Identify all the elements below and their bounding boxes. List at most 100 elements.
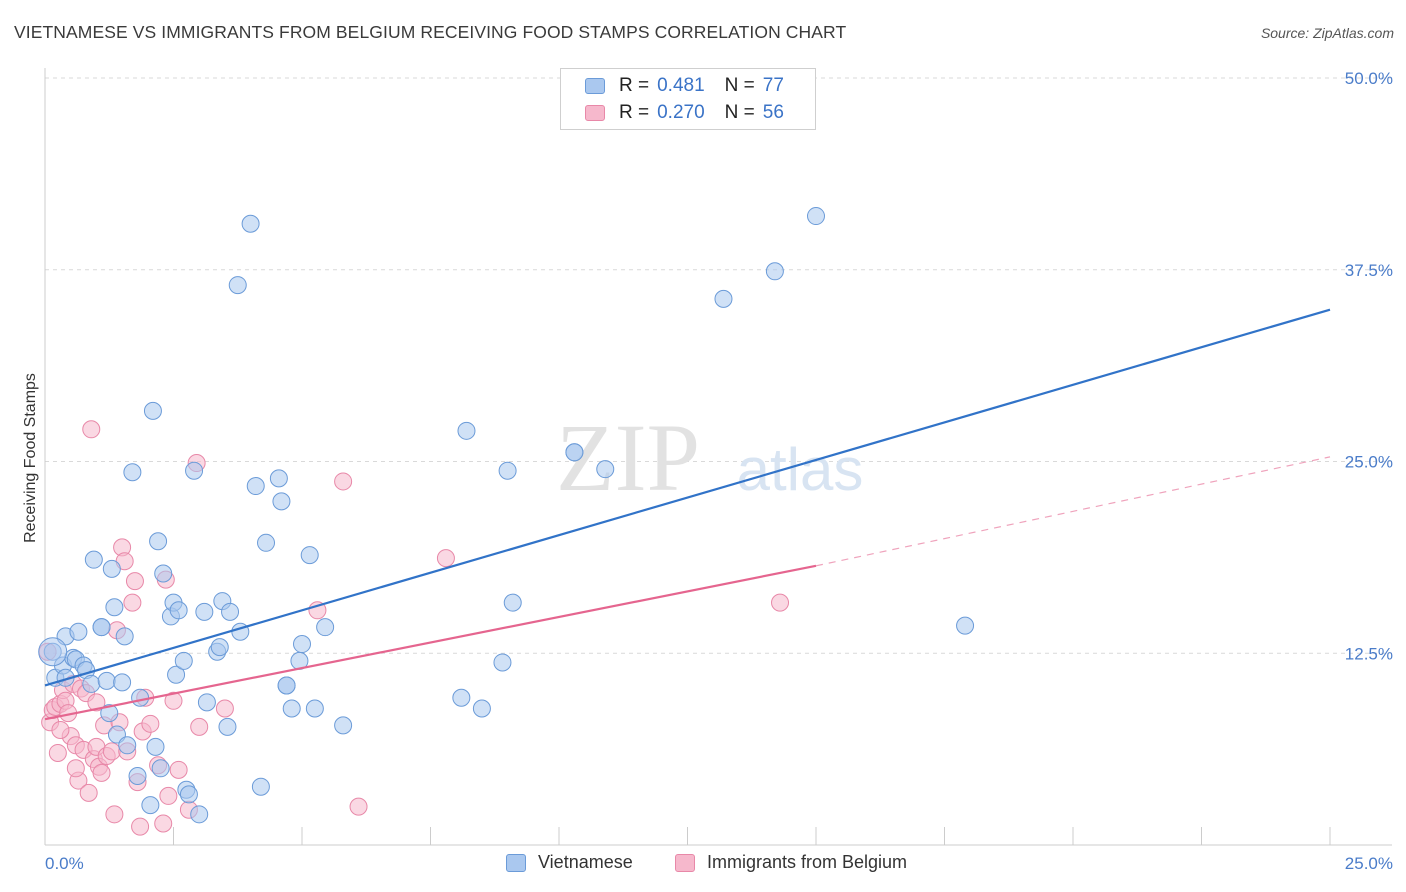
legend-row-belgium: R = 0.270 N = 56: [585, 100, 784, 126]
vietnamese-point: [300, 546, 319, 565]
legend-n-value: 56: [762, 102, 784, 123]
belgium-point: [79, 783, 98, 802]
x-tick-label: 0.0%: [45, 854, 84, 873]
y-tick-label: 12.5%: [1345, 644, 1393, 663]
vietnamese-point: [151, 759, 170, 778]
vietnamese-point: [277, 676, 296, 695]
legend: R = 0.481 N = 77 R = 0.270 N = 56: [560, 68, 816, 130]
vietnamese-point: [115, 627, 134, 646]
trend-lines: [44, 308, 1331, 721]
legend-r-value: 0.270: [657, 102, 705, 123]
bottom-legend-swatch-pink: [675, 853, 695, 872]
vietnamese-point: [118, 736, 137, 755]
vietnamese-point: [228, 276, 247, 295]
vietnamese-point: [714, 289, 733, 308]
vietnamese-point: [452, 688, 471, 707]
vietnamese-point-large: [38, 637, 68, 667]
belgium-point: [66, 759, 85, 778]
vietnamese-point: [113, 673, 132, 692]
vietnamese-point: [503, 593, 522, 612]
vietnamese-point: [251, 777, 270, 796]
belgium-point: [48, 743, 67, 762]
grid: [45, 77, 1392, 654]
vietnamese-point: [305, 699, 324, 718]
axes: [44, 68, 1392, 846]
vietnamese-point: [82, 674, 101, 693]
vietnamese-point: [123, 463, 142, 482]
legend-n-label: N =: [724, 75, 755, 96]
vietnamese-point: [282, 699, 301, 718]
watermark-atlas: atlas: [737, 436, 864, 503]
vietnamese-point: [272, 492, 291, 511]
belgium-point: [334, 472, 353, 491]
legend-n-value: 77: [762, 75, 784, 96]
vietnamese-point: [179, 785, 198, 804]
legend-swatch-pink: [585, 105, 605, 121]
vietnamese-point: [149, 532, 168, 551]
vietnamese-point: [221, 602, 240, 621]
vietnamese-point: [169, 601, 188, 620]
vietnamese-point: [765, 262, 784, 281]
vietnamese-point: [102, 559, 121, 578]
vietnamese-point: [218, 717, 237, 736]
vietnamese-point: [956, 616, 975, 635]
vietnamese-point: [100, 704, 119, 723]
legend-row-vietnamese: R = 0.481 N = 77: [585, 73, 784, 99]
y-tick-label: 37.5%: [1345, 261, 1393, 280]
bottom-legend-belgium: Immigrants from Belgium: [675, 852, 907, 873]
series-vietnamese-points: [38, 207, 975, 824]
vietnamese-point: [97, 671, 116, 690]
vietnamese-point: [69, 622, 88, 641]
watermark: ZIP atlas: [556, 404, 863, 511]
vietnamese-point: [257, 533, 276, 552]
vietnamese-point: [334, 716, 353, 735]
vietnamese-point: [210, 638, 229, 657]
belgium-point: [82, 420, 101, 439]
legend-n-label: N =: [724, 102, 755, 123]
vietnamese-point: [128, 766, 147, 785]
trend-line-belgium-extension: [815, 456, 1331, 567]
vietnamese-point: [131, 688, 150, 707]
belgium-point: [159, 786, 178, 805]
vietnamese-point: [241, 214, 260, 233]
belgium-point: [349, 797, 368, 816]
trend-line-vietnamese: [44, 308, 1331, 687]
tick-labels: 12.5% 25.0% 37.5% 50.0% 0.0% 25.0%: [45, 69, 1393, 873]
vietnamese-point: [493, 653, 512, 672]
belgium-point: [51, 720, 70, 739]
vietnamese-point: [146, 737, 165, 756]
belgium-point: [92, 763, 111, 782]
vietnamese-point: [498, 461, 517, 480]
belgium-point: [141, 714, 160, 733]
belgium-point: [436, 549, 455, 568]
belgium-point: [125, 572, 144, 591]
source-credit: Source: ZipAtlas.com: [1260, 25, 1394, 41]
vietnamese-point: [195, 602, 214, 621]
belgium-point: [215, 699, 234, 718]
vietnamese-point: [316, 618, 335, 637]
belgium-point: [771, 593, 790, 612]
vietnamese-point: [293, 635, 311, 654]
vietnamese-point: [141, 796, 160, 815]
legend-r-label: R =: [619, 75, 650, 96]
bottom-legend-label: Immigrants from Belgium: [707, 852, 908, 872]
y-tick-label: 50.0%: [1345, 69, 1393, 88]
y-axis-label: Receiving Food Stamps: [22, 373, 39, 543]
vietnamese-point: [185, 461, 204, 480]
vietnamese-point: [197, 693, 216, 712]
bottom-legend-label: Vietnamese: [538, 852, 633, 872]
legend-swatch-blue: [585, 78, 605, 94]
belgium-point: [131, 817, 150, 836]
vietnamese-point: [154, 564, 173, 583]
vietnamese-point: [807, 207, 825, 226]
vietnamese-point: [246, 477, 265, 496]
vietnamese-point: [92, 618, 111, 637]
vietnamese-point: [167, 665, 186, 684]
belgium-point: [164, 691, 183, 710]
vietnamese-point: [190, 805, 209, 824]
belgium-point: [123, 593, 142, 612]
chart-title: VIETNAMESE VS IMMIGRANTS FROM BELGIUM RE…: [14, 22, 847, 42]
belgium-point: [169, 760, 188, 779]
x-tick-label: 25.0%: [1345, 854, 1393, 873]
belgium-point: [102, 742, 121, 761]
